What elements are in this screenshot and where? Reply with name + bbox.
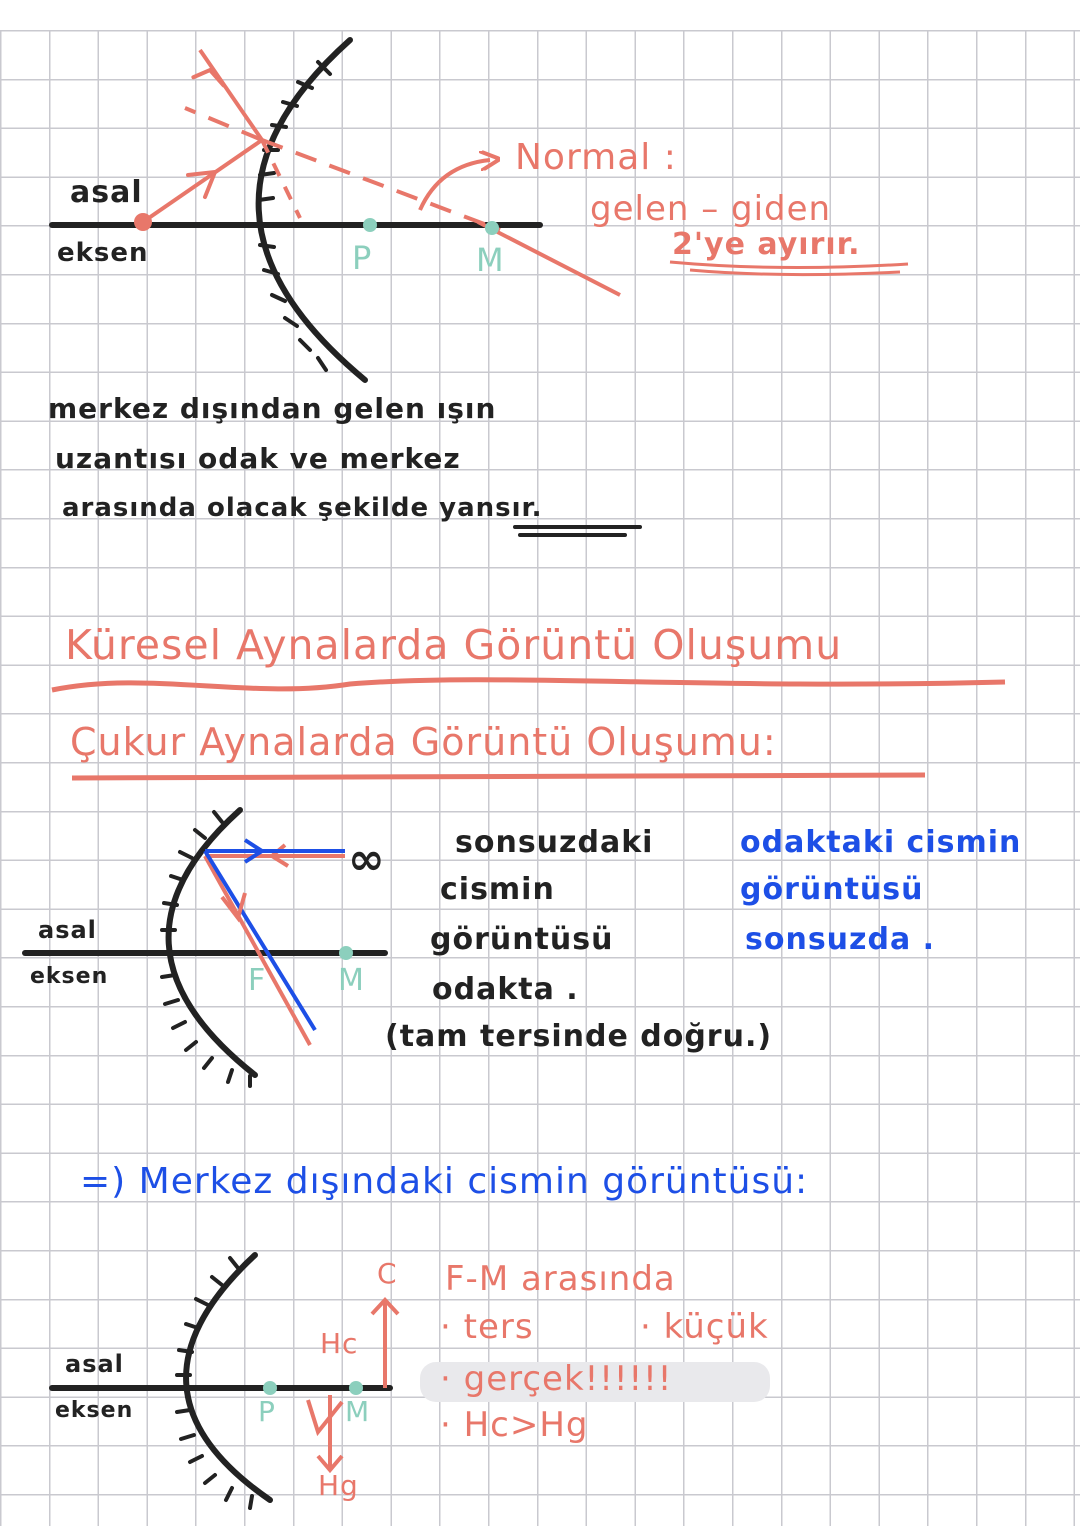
reflected-ray <box>198 48 264 142</box>
note-normal-line1: gelen – giden <box>590 189 832 229</box>
note-line: sonsuzdaki <box>455 825 654 860</box>
infinity-symbol: ∞ <box>348 834 386 885</box>
label-m: M <box>345 1395 371 1428</box>
diagram3-figure <box>49 1252 400 1510</box>
paragraph-line2: uzantısı odak ve merkez <box>55 442 461 475</box>
axis-label-eksen: eksen <box>55 1398 134 1423</box>
note-line: odakta . <box>432 972 579 1007</box>
label-m: M <box>338 963 365 998</box>
blue-note-line: odaktaki cismin <box>740 825 1022 860</box>
center-point-m <box>485 221 499 235</box>
section3-heading: =) Merkez dışındaki cismin görüntüsü: <box>80 1161 809 1202</box>
property-line: · ters <box>440 1307 534 1347</box>
label-p: P <box>352 239 373 277</box>
center-point-m <box>349 1381 363 1395</box>
focus-point-p <box>263 1381 277 1395</box>
diagram2-figure <box>22 807 388 1088</box>
property-line: F-M arasında <box>445 1259 676 1299</box>
axis-label-eksen: eksen <box>57 238 149 268</box>
label-f: F <box>248 963 267 998</box>
label-m: M <box>476 241 505 279</box>
note-line: cismin <box>440 872 555 907</box>
incident-ray <box>141 138 264 224</box>
label-p: P <box>258 1395 276 1428</box>
center-point-m <box>339 946 353 960</box>
concave-mirror <box>255 37 368 383</box>
axis-label-asal: asal <box>70 175 143 210</box>
incident-extension-dashed <box>260 139 302 219</box>
note-line: görüntüsü <box>430 922 614 957</box>
concave-mirror <box>183 1252 273 1503</box>
axis-label-eksen: eksen <box>30 964 109 989</box>
reflected-extension-dashed <box>184 106 263 142</box>
focus-point-p <box>363 218 377 232</box>
highlight <box>420 1362 770 1402</box>
mirror-hatching <box>175 1256 254 1510</box>
mirror-hatching <box>160 810 252 1088</box>
label-c: C <box>377 1257 398 1290</box>
label-hc: Hc <box>320 1327 359 1360</box>
ray-blue-reflected <box>203 849 317 1032</box>
diagram1-figure <box>49 37 909 383</box>
label-hg: Hg <box>318 1469 359 1502</box>
note-normal-title: Normal : <box>515 137 677 178</box>
axis-label-asal: asal <box>38 916 97 944</box>
main-heading: Küresel Aynalarda Görüntü Oluşumu <box>65 621 843 669</box>
mirror-hatching <box>257 60 332 372</box>
blue-note-line: görüntüsü <box>740 872 924 907</box>
note-normal-line2: 2'ye ayırır. <box>672 227 861 262</box>
normal-continuation <box>477 220 621 297</box>
concave-mirror <box>165 807 258 1078</box>
subheading-underline <box>71 772 926 781</box>
paragraph-line1: merkez dışından gelen ışın <box>48 392 497 425</box>
property-line: · gerçek!!!!!! <box>440 1359 673 1399</box>
sub-heading: Çukur Aynalarda Görüntü Oluşumu: <box>70 720 777 764</box>
normal-dashed <box>261 138 501 232</box>
note-line: (tam tersinde doğru.) <box>385 1019 773 1054</box>
property-line: · Hc>Hg <box>440 1405 589 1445</box>
heading-underline <box>51 677 1006 693</box>
pointer-arrow <box>418 160 490 211</box>
blue-note-line: sonsuzda . <box>745 922 936 957</box>
property-line: · küçük <box>640 1307 769 1347</box>
paragraph-line3: arasında olacak şekilde yansır. <box>62 493 543 523</box>
object-point <box>134 213 152 231</box>
axis-label-asal: asal <box>65 1350 124 1378</box>
